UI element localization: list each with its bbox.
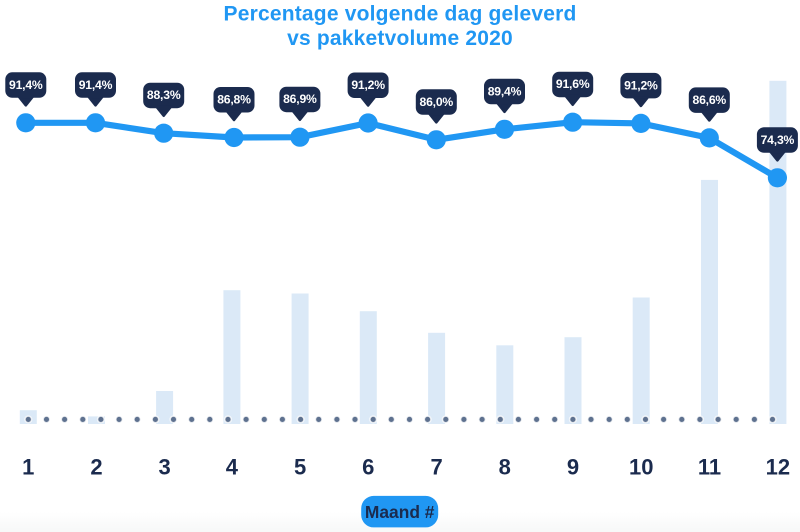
svg-text:91,4%: 91,4% (9, 78, 43, 92)
svg-text:86,0%: 86,0% (420, 95, 454, 109)
svg-text:5: 5 (294, 455, 306, 480)
svg-text:10: 10 (629, 455, 653, 480)
svg-text:1: 1 (22, 455, 34, 480)
svg-text:91,4%: 91,4% (79, 78, 113, 92)
svg-text:8: 8 (499, 455, 511, 480)
svg-text:2: 2 (90, 455, 102, 480)
svg-text:Percentage volgende dag geleve: Percentage volgende dag geleverd (223, 3, 576, 26)
svg-text:89,4%: 89,4% (488, 84, 522, 98)
svg-text:12: 12 (766, 455, 790, 480)
svg-text:Maand #: Maand # (365, 502, 435, 522)
svg-text:4: 4 (226, 455, 239, 480)
svg-text:6: 6 (362, 455, 374, 480)
svg-text:74,3%: 74,3% (761, 133, 795, 147)
svg-text:3: 3 (158, 455, 170, 480)
svg-text:91,2%: 91,2% (624, 78, 658, 92)
svg-text:86,6%: 86,6% (693, 93, 727, 107)
svg-text:91,6%: 91,6% (556, 77, 590, 91)
svg-text:86,8%: 86,8% (217, 93, 251, 107)
svg-text:vs pakketvolume 2020: vs pakketvolume 2020 (287, 27, 513, 50)
svg-text:11: 11 (698, 455, 721, 480)
svg-text:86,9%: 86,9% (283, 92, 317, 106)
svg-text:88,3%: 88,3% (147, 88, 181, 102)
svg-text:91,2%: 91,2% (351, 78, 385, 92)
svg-text:7: 7 (430, 455, 442, 480)
svg-text:9: 9 (567, 455, 579, 480)
